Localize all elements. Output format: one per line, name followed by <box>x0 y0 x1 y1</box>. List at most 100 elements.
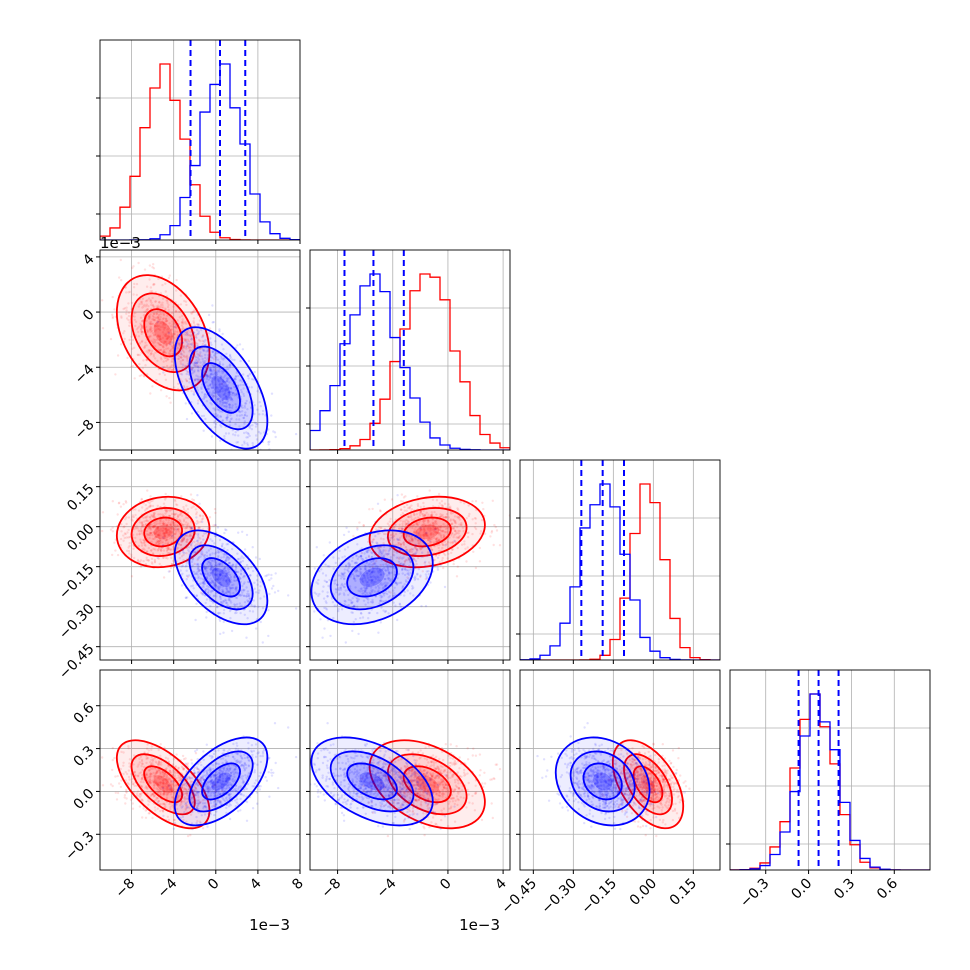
contour-line <box>130 292 196 373</box>
scatter-point <box>356 569 359 573</box>
scatter-point <box>173 536 176 539</box>
scatter-point <box>350 601 354 604</box>
scatter-point <box>445 530 448 534</box>
scatter-point <box>236 344 239 347</box>
scatter-point <box>144 305 148 308</box>
scatter-point <box>127 546 130 549</box>
scatter-point <box>166 330 169 334</box>
scatter-point <box>432 525 435 528</box>
scatter-point <box>417 542 421 545</box>
scatter-point <box>178 342 181 345</box>
scatter-point <box>139 529 143 532</box>
scatter-point <box>365 587 368 590</box>
scatter-point <box>197 378 200 381</box>
scatter-point <box>208 574 211 577</box>
scatter-point <box>158 788 161 791</box>
scatter-point <box>354 561 357 565</box>
scatter-point <box>162 371 165 374</box>
scatter-point <box>209 571 212 575</box>
scatter-point <box>220 569 224 572</box>
scatter-point <box>156 534 159 537</box>
scatter-point <box>219 388 222 392</box>
scatter-point <box>431 521 434 524</box>
scatter-point <box>210 393 213 396</box>
scatter-point <box>433 558 436 562</box>
scatter-point <box>218 403 221 406</box>
scatter-point <box>219 585 222 589</box>
scatter-point <box>181 538 184 541</box>
scatter-point <box>267 634 270 638</box>
scatter-point <box>200 553 204 556</box>
scatter-point <box>422 533 426 536</box>
scatter-point <box>360 587 363 590</box>
scatter-point <box>159 773 162 776</box>
scatter-point <box>198 354 202 358</box>
scatter-point <box>228 585 231 588</box>
scatter-point <box>111 530 115 533</box>
scatter-point <box>213 373 216 376</box>
scatter-point <box>419 575 422 578</box>
scatter-point <box>189 813 193 816</box>
scatter-point <box>160 775 163 778</box>
scatter-point <box>409 571 412 575</box>
scatter-point <box>463 502 466 505</box>
scatter-point <box>220 355 223 358</box>
scatter-point <box>425 570 429 573</box>
scatter-point <box>168 778 172 781</box>
scatter-point <box>438 543 441 547</box>
scatter-point <box>344 564 348 567</box>
scatter-point <box>209 567 212 571</box>
scatter-point <box>219 375 222 378</box>
scatter-point <box>166 337 170 340</box>
scatter-point <box>159 349 162 352</box>
scatter-point <box>371 601 374 604</box>
scatter-point <box>413 530 416 534</box>
scatter-point <box>142 780 145 784</box>
scatter-point <box>179 350 182 353</box>
scatter-point <box>225 528 228 532</box>
scatter-point <box>218 328 221 331</box>
scatter-point <box>179 543 183 547</box>
scatter-point <box>325 580 328 584</box>
scatter-point <box>225 556 228 559</box>
scatter-point <box>378 602 381 605</box>
scatter-point <box>160 303 163 306</box>
density-fill <box>415 524 440 540</box>
scatter-point <box>444 516 447 519</box>
scatter-point <box>160 343 163 347</box>
scatter-point <box>217 585 221 588</box>
scatter-point <box>323 627 326 630</box>
scatter-point <box>228 363 232 366</box>
scatter-point <box>441 559 444 562</box>
scatter-point <box>168 336 172 339</box>
scatter-point <box>190 796 193 800</box>
scatter-point <box>253 605 256 608</box>
scatter-point <box>458 529 461 533</box>
scatter-point <box>146 532 149 536</box>
scatter-point <box>210 381 214 384</box>
scatter-point <box>182 345 185 348</box>
scatter-point <box>365 561 368 565</box>
scatter-point <box>234 569 237 572</box>
scatter-point <box>432 533 435 536</box>
scatter-point <box>127 314 131 318</box>
scatter-point <box>185 366 188 369</box>
scatter-point <box>165 347 168 350</box>
scatter-point <box>204 567 207 570</box>
scatter-point <box>160 763 163 766</box>
scatter-point <box>214 568 217 571</box>
scatter-point <box>167 546 170 549</box>
scatter-point <box>192 499 196 502</box>
scatter-point <box>358 521 361 524</box>
scatter-point <box>173 325 177 329</box>
scatter-point <box>187 340 191 343</box>
scatter-point <box>247 359 251 363</box>
scatter-point <box>228 580 231 584</box>
scatter-point <box>348 585 352 588</box>
scatter-point <box>165 789 168 793</box>
scatter-point <box>111 746 115 750</box>
scatter-point <box>178 551 181 554</box>
scatter-point <box>373 553 377 556</box>
scatter-point <box>242 556 245 560</box>
scatter-point <box>218 393 221 396</box>
